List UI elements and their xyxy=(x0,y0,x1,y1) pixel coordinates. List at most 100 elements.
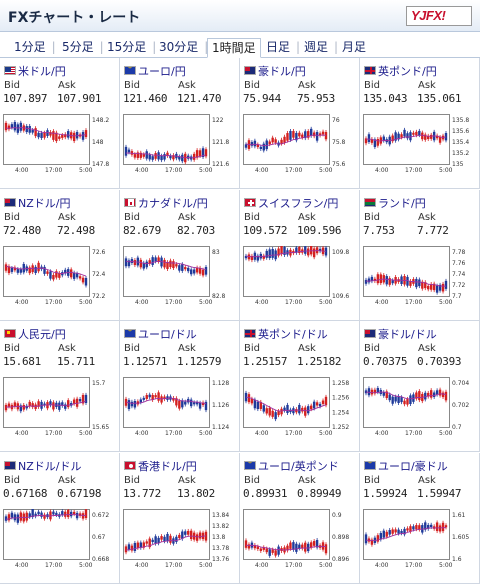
pair-name[interactable]: NZドル/円 xyxy=(18,196,71,210)
pair-title[interactable]: スイスフラン/円 xyxy=(244,195,339,210)
tab-monthly[interactable]: 月足 xyxy=(342,40,367,54)
yjfx-logo[interactable]: YJFX! xyxy=(406,6,472,26)
candle xyxy=(67,509,70,517)
ask-label: Ask xyxy=(178,80,196,91)
pair-cell[interactable]: 英ポンド/円 Bid Ask 135.043 135.061 135.8 135.6 135.… xyxy=(360,58,480,189)
pair-name[interactable]: ユーロ/豪ドル xyxy=(378,459,448,473)
rate-chart[interactable]: 83 82.8 4:00 17:00 5:00 xyxy=(123,245,235,316)
pair-title[interactable]: ユーロ/円 xyxy=(124,63,186,78)
pair-cell[interactable]: ユーロ/ドルBidAsk1.125711.125791.1281.1261.12… xyxy=(120,321,240,452)
tab-daily[interactable]: 日足 xyxy=(262,38,300,58)
candle xyxy=(192,268,196,273)
bid-label: Bid xyxy=(124,211,140,223)
pair-title[interactable]: 香港ドル/円 xyxy=(124,458,197,473)
pair-cell[interactable]: 米ドル/円 Bid Ask 107.897 107.901 148.2 148 147.8 4:… xyxy=(0,58,120,189)
pair-name[interactable]: カナダドル/円 xyxy=(138,196,208,210)
pair-title[interactable]: ランド/円 xyxy=(364,195,426,210)
x-tick-label: 4:00 xyxy=(135,430,149,437)
pair-name[interactable]: ユーロ/英ポンド xyxy=(258,459,339,473)
candle xyxy=(307,406,310,414)
rate-chart[interactable]: 15.7 15.65 4:00 17:00 5:00 xyxy=(3,377,115,447)
pair-cell[interactable]: 豪ドル/ドル Bid Ask 0.70375 0.70393 0.704 0.702 0.7 4… xyxy=(360,321,480,452)
rate-chart[interactable]: 148.2 148 147.8 4:00 17:00 5:00 xyxy=(3,114,115,184)
pair-title[interactable]: 豪ドル/ドル xyxy=(364,326,437,341)
candle xyxy=(307,131,310,138)
pair-cell[interactable]: 豪ドル/円 Bid Ask 75.944 75.953 76 75.8 75.6 4:00 17:… xyxy=(240,58,360,189)
tab-1min[interactable]: 1分足 xyxy=(10,38,55,58)
rate-chart[interactable]: 109.8 109.6 4:00 17:00 5:00 xyxy=(243,245,355,316)
pair-title[interactable]: NZドル/ドル xyxy=(4,458,82,473)
y-tick-label: 72.2 xyxy=(92,293,106,300)
pair-title[interactable]: 英ポンド/円 xyxy=(364,63,437,78)
pair-cell[interactable]: ランド/円 Bid Ask 7.753 7.772 7.78 7.76 7.74 7.72 7.7… xyxy=(360,189,480,321)
candle xyxy=(72,132,76,142)
pair-title[interactable]: 英ポンド/ドル xyxy=(244,326,328,341)
pair-cell[interactable]: カナダドル/円 Bid Ask 82.679 82.703 83 82.8 4:00 17:00… xyxy=(120,189,240,321)
rate-chart[interactable]: 135.8 135.6 135.4 135.2 135 4:00 17:00 5:00 xyxy=(363,114,475,184)
candle xyxy=(429,524,433,527)
rate-chart[interactable]: 7.78 7.76 7.74 7.72 7.7 4:00 17:00 5:00 xyxy=(363,245,475,316)
candle xyxy=(22,404,25,410)
candle xyxy=(43,403,46,406)
pair-name[interactable]: 香港ドル/円 xyxy=(138,459,197,473)
rate-chart[interactable]: 1.258 1.256 1.254 1.252 4:00 17:00 5:00 xyxy=(243,377,355,447)
rate-chart[interactable]: 0.672 0.67 0.668 4:00 17:00 5:00 xyxy=(3,508,115,579)
pair-title[interactable]: ユーロ/英ポンド xyxy=(244,458,339,473)
pair-cell[interactable]: 香港ドル/円 Bid Ask 13.772 13.802 13.84 13.82 13.8 13… xyxy=(120,452,240,584)
pair-name[interactable]: 英ポンド/ドル xyxy=(258,328,328,341)
pair-cell[interactable]: 英ポンド/ドル Bid Ask 1.25157 1.25182 1.258 1.256 1.2… xyxy=(240,321,360,452)
pair-name[interactable]: ユーロ/円 xyxy=(138,65,186,78)
rate-chart[interactable]: 72.6 72.4 72.2 4:00 17:00 5:00 xyxy=(3,245,115,316)
pair-cell[interactable]: 人民元/円 Bid Ask 15.681 15.711 15.7 15.65 4:00 17:0… xyxy=(0,321,120,452)
pair-name[interactable]: 米ドル/円 xyxy=(18,65,66,78)
x-tick-label: 5:00 xyxy=(319,562,333,569)
candle xyxy=(376,387,380,393)
y-tick-label: 1.252 xyxy=(332,424,349,431)
tab-weekly[interactable]: 週足 xyxy=(300,38,338,58)
rate-chart[interactable]: 122 121.8 121.6 4:00 17:00 5:00 xyxy=(123,114,235,184)
candle xyxy=(409,395,412,404)
rate-chart[interactable]: 1.61 1.605 1.6 4:00 17:00 5:00 xyxy=(363,508,475,579)
pair-cell[interactable]: スイスフラン/円 Bid Ask 109.572 109.596 109.8 109.6 4:… xyxy=(240,189,360,321)
pair-name[interactable]: 人民元/円 xyxy=(18,328,66,341)
pair-name[interactable]: 豪ドル/円 xyxy=(258,65,306,78)
pair-name[interactable]: ユーロ/ドル xyxy=(138,328,197,341)
pair-name[interactable]: スイスフラン/円 xyxy=(258,196,339,210)
pair-name[interactable]: ランド/円 xyxy=(378,196,426,210)
y-tick-label: 135.4 xyxy=(452,139,469,146)
pair-name[interactable]: 豪ドル/ドル xyxy=(378,328,437,341)
rate-chart[interactable]: 76 75.8 75.6 4:00 17:00 5:00 xyxy=(243,114,355,184)
rate-chart[interactable]: 0.704 0.702 0.7 4:00 17:00 5:00 xyxy=(363,377,475,447)
pair-title[interactable]: ユーロ/豪ドル xyxy=(364,458,448,473)
rate-chart[interactable]: 13.84 13.82 13.8 13.78 13.76 4:00 17:00 5:00 xyxy=(123,508,235,579)
pair-cell[interactable]: ユーロ/円 Bid Ask 121.460 121.470 122 121.8 121.6 4:… xyxy=(120,58,240,189)
tab-5min[interactable]: 5分足 xyxy=(58,38,103,58)
ask-label: Ask xyxy=(58,80,76,91)
pair-title[interactable]: 米ドル/円 xyxy=(4,63,66,78)
pair-name[interactable]: 英ポンド/円 xyxy=(378,65,437,78)
tab-30min[interactable]: 30分足 xyxy=(155,38,209,58)
candle xyxy=(435,521,439,531)
tab-1hour[interactable]: 1時間足 xyxy=(207,38,261,58)
pair-cell[interactable]: NZドル/ドル Bid Ask 0.67168 0.67198 0.672 0.67 0.66… xyxy=(0,452,120,584)
candle xyxy=(321,400,325,405)
pair-title[interactable]: NZドル/円 xyxy=(4,195,71,210)
rate-chart[interactable]: 1.128 1.126 1.124 4:00 17:00 5:00 xyxy=(123,377,235,447)
bid-value: 121.460 xyxy=(123,92,168,105)
rate-chart[interactable]: 0.9 0.898 0.896 4:00 17:00 5:00 xyxy=(243,508,355,579)
pair-title[interactable]: カナダドル/円 xyxy=(124,195,208,210)
pair-title[interactable]: 豪ドル/円 xyxy=(244,63,306,78)
tab-15min[interactable]: 15分足 xyxy=(103,38,157,58)
candle xyxy=(139,259,143,267)
y-tick-label: 0.668 xyxy=(92,556,109,563)
pair-cell[interactable]: NZドル/円 Bid Ask 72.480 72.498 72.6 72.4 72.2 4:00… xyxy=(0,189,120,321)
candle xyxy=(178,400,181,409)
x-tick-label: 17:00 xyxy=(165,167,182,174)
candle xyxy=(280,139,283,144)
pair-title[interactable]: ユーロ/ドル xyxy=(124,326,197,341)
pair-title[interactable]: 人民元/円 xyxy=(4,326,66,341)
x-tick-label: 5:00 xyxy=(319,299,333,306)
pair-name[interactable]: NZドル/ドル xyxy=(18,459,82,473)
